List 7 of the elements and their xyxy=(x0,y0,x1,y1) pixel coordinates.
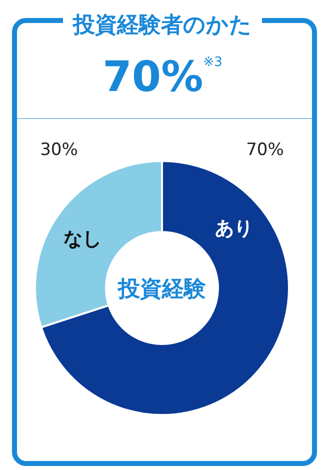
data-label: 30% xyxy=(40,140,78,160)
slice-label: あり xyxy=(215,218,254,240)
chart-title: 投資経験者のかた xyxy=(63,13,262,38)
data-label: 70% xyxy=(246,140,284,160)
slice-label: なし xyxy=(63,228,102,250)
chart-subtitle: 70%$^{※3}$ xyxy=(102,52,224,102)
text: 投資経験 xyxy=(117,277,207,302)
